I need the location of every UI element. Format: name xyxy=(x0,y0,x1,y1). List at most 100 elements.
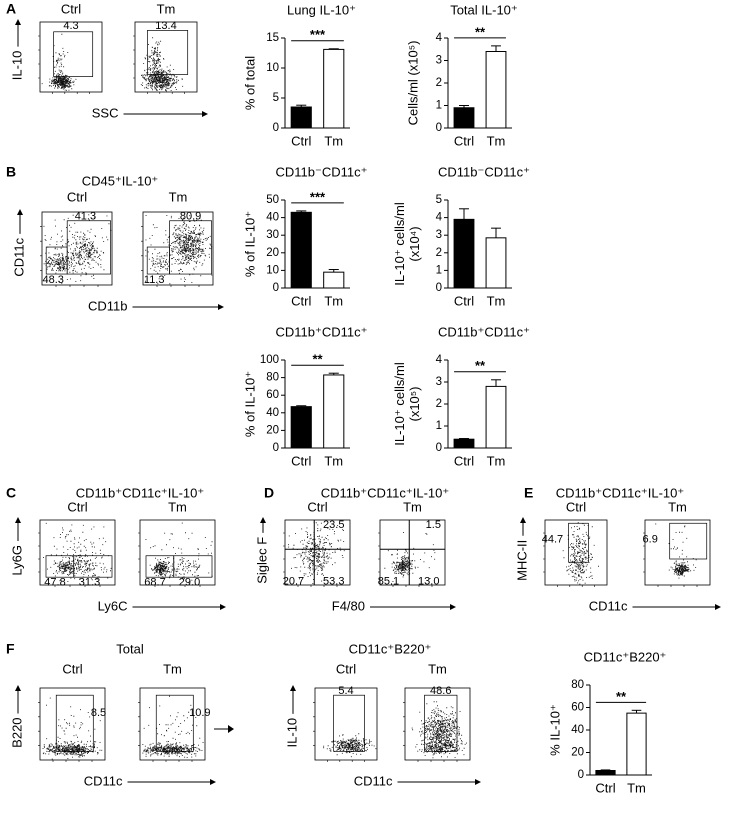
x-arrow-head xyxy=(218,304,224,310)
y-tick-label: 60 xyxy=(266,389,279,401)
y-tick-label: 0 xyxy=(436,282,442,294)
x-tick-label: Ctrl xyxy=(454,453,474,468)
dots xyxy=(384,532,436,582)
y-tick-label: 1 xyxy=(436,420,442,432)
plot-ticks xyxy=(133,35,185,94)
gate-label: 80.9 xyxy=(180,210,201,222)
y-axis-label: Ly6G xyxy=(9,545,24,576)
plot-ticks xyxy=(403,702,458,762)
dots xyxy=(562,522,599,585)
y-arrow-head xyxy=(15,19,21,25)
y-tick-label: 20 xyxy=(266,247,279,259)
x-tick-label: Tm xyxy=(324,453,343,468)
chart-title: CD11b⁺CD11c⁺ xyxy=(276,324,368,339)
bar xyxy=(453,218,475,289)
y-arrow-head xyxy=(260,517,266,523)
gate-label: 6.9 xyxy=(643,533,658,545)
gate-label: 31.3 xyxy=(79,576,100,588)
x-tick-label: Tm xyxy=(487,293,506,308)
y-axis-label: B220 xyxy=(9,717,24,747)
x-axis-label: SSC xyxy=(92,105,119,120)
x-axis-label: Ly6C xyxy=(98,598,128,613)
x-axis-label: CD11c xyxy=(84,773,123,788)
gate-label: 23.5 xyxy=(323,519,344,531)
x-tick-label: Ctrl xyxy=(291,133,311,148)
bar xyxy=(485,237,507,289)
plot-frame xyxy=(134,21,198,93)
bar xyxy=(485,51,507,129)
y-axis-label: Cells/ml (x10⁵) xyxy=(405,41,420,126)
panel-letter: F xyxy=(6,641,15,657)
plot-ticks xyxy=(138,532,201,587)
y-tick-label: 1 xyxy=(436,264,442,276)
plot-frame xyxy=(404,687,471,761)
plot-header: Tm xyxy=(428,661,447,676)
y-axis-label: % IL-10⁺ xyxy=(547,704,562,756)
flow-title: CD11c⁺B220⁺ xyxy=(349,641,432,656)
y-tick-label: 2 xyxy=(436,398,442,410)
plot-header: Ctrl xyxy=(67,499,87,514)
bar xyxy=(323,374,345,449)
plot-header: Ctrl xyxy=(307,499,327,514)
gate-label: 53.3 xyxy=(323,576,344,588)
y-axis-label: (x10⁵) xyxy=(407,386,422,421)
bar xyxy=(323,48,345,129)
plot-ticks xyxy=(38,35,90,94)
y-tick-label: 4 xyxy=(436,32,443,44)
gate-label: 13.4 xyxy=(155,20,176,32)
bar xyxy=(290,106,312,129)
plot-frame xyxy=(544,519,608,586)
gate-label: 5.4 xyxy=(338,685,353,697)
panel-letter: E xyxy=(524,485,533,501)
plot-frame xyxy=(139,519,216,586)
y-tick-label: 4 xyxy=(436,354,443,366)
plot-ticks xyxy=(40,226,99,287)
x-tick-label: Ctrl xyxy=(291,453,311,468)
y-tick-label: 3 xyxy=(436,229,442,241)
plot-header: Tm xyxy=(403,499,422,514)
y-tick-label: 20 xyxy=(266,424,279,436)
gate xyxy=(169,220,212,275)
plot-frame xyxy=(39,687,106,761)
plot-frame xyxy=(39,21,103,93)
chart-title: CD11b⁻CD11c⁺ xyxy=(438,164,530,179)
gate xyxy=(155,694,194,752)
x-tick-label: Tm xyxy=(487,453,506,468)
plot-frame xyxy=(142,211,214,286)
dots xyxy=(43,214,112,284)
significance: ** xyxy=(312,352,323,367)
x-tick-label: Ctrl xyxy=(595,780,615,795)
y-tick-label: 10 xyxy=(266,62,279,74)
y-tick-label: 40 xyxy=(266,212,279,224)
plot-header: Ctrl xyxy=(336,661,356,676)
gate-label: 47.8 xyxy=(44,576,65,588)
y-tick-label: 5 xyxy=(273,92,279,104)
significance: *** xyxy=(310,189,326,204)
x-arrow-head xyxy=(450,604,456,610)
gate-label: 1.5 xyxy=(426,519,441,531)
plot-frame xyxy=(139,687,206,761)
plot-ticks xyxy=(543,532,595,587)
dots xyxy=(43,522,112,582)
y-axis-label: % of total xyxy=(242,56,257,110)
y-tick-label: 40 xyxy=(266,407,279,419)
plot-header: Tm xyxy=(668,499,687,514)
y-arrow-head xyxy=(290,685,296,691)
gate-label: 13.0 xyxy=(418,576,439,588)
x-tick-label: Tm xyxy=(627,780,646,795)
x-tick-label: Tm xyxy=(324,133,343,148)
significance: ** xyxy=(475,358,486,373)
plot-ticks xyxy=(141,226,200,287)
x-arrow-head xyxy=(475,779,481,785)
gate-label: 8.5 xyxy=(91,707,106,719)
plot-frame xyxy=(644,519,711,586)
x-axis-label: CD11c xyxy=(354,773,393,788)
y-axis-label: CD11c xyxy=(11,237,26,276)
panel-letter: D xyxy=(264,485,274,501)
dots xyxy=(655,523,697,579)
y-axis-label: IL-10⁺ cells/ml xyxy=(392,362,407,446)
y-tick-label: 10 xyxy=(266,264,279,276)
y-tick-label: 100 xyxy=(260,354,279,366)
gate xyxy=(424,694,458,752)
y-tick-label: 80 xyxy=(571,679,584,691)
